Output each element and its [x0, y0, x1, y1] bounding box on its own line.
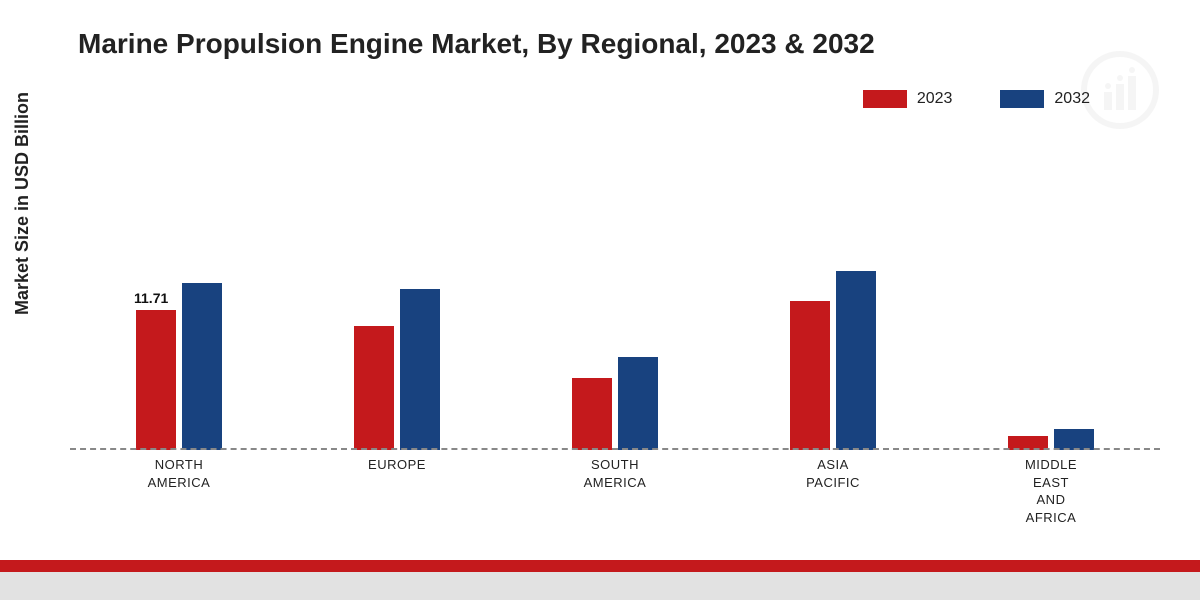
baseline: [70, 448, 1160, 450]
legend-label-2032: 2032: [1054, 90, 1090, 108]
legend-label-2023: 2023: [917, 90, 953, 108]
bar-2032: [618, 357, 658, 450]
legend-item-2023: 2023: [863, 90, 953, 108]
chart-area: 11.71: [70, 150, 1160, 450]
data-label: 11.71: [134, 290, 168, 306]
bar-group: [572, 357, 658, 450]
bar-2032: [182, 283, 222, 450]
x-axis-labels: NORTHAMERICA EUROPE SOUTHAMERICA ASIAPACIFI…: [70, 456, 1160, 526]
x-label: NORTHAMERICA: [129, 456, 229, 526]
x-label: EUROPE: [347, 456, 447, 526]
legend-swatch-2032: [1000, 90, 1044, 108]
footer-red-bar: [0, 560, 1200, 572]
chart-title: Marine Propulsion Engine Market, By Regi…: [78, 28, 875, 60]
bar-2032: [836, 271, 876, 450]
bar-2032: [400, 289, 440, 450]
footer-grey-bar: [0, 572, 1200, 600]
bar-group: [1008, 429, 1094, 451]
watermark-logo: [1080, 50, 1160, 135]
x-label: MIDDLEEASTANDAFRICA: [1001, 456, 1101, 526]
x-label: ASIAPACIFIC: [783, 456, 883, 526]
bar-2023: [790, 301, 830, 450]
legend-item-2032: 2032: [1000, 90, 1090, 108]
bar-groups: 11.71: [70, 150, 1160, 450]
bar-group: [790, 271, 876, 450]
y-axis-label: Market Size in USD Billion: [12, 92, 33, 315]
bar-2023: [136, 310, 176, 450]
bar-2032: [1054, 429, 1094, 451]
x-label: SOUTHAMERICA: [565, 456, 665, 526]
bar-2023: [572, 378, 612, 450]
bar-2023: [354, 326, 394, 450]
legend-swatch-2023: [863, 90, 907, 108]
bar-group: [354, 289, 440, 450]
bar-group: 11.71: [136, 283, 222, 450]
legend: 2023 2032: [863, 90, 1090, 108]
